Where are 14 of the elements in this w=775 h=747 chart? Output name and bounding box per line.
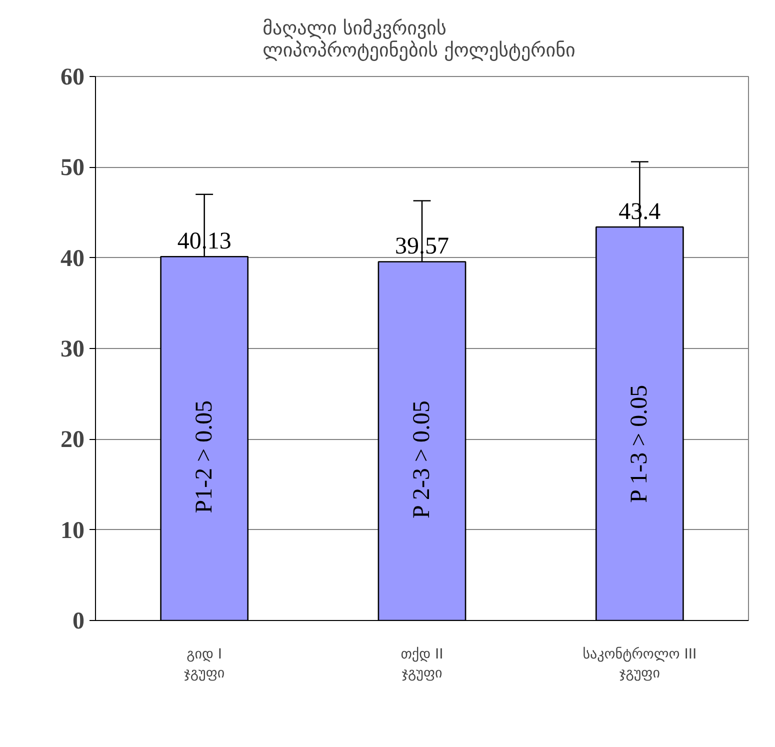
y-tick-label: 20 xyxy=(60,427,84,454)
annotation: P 1-3 > 0.05 xyxy=(626,384,653,503)
y-tick-label: 60 xyxy=(60,64,84,90)
x-tick-label: საკონტროლო III ჯგუფი xyxy=(582,646,697,682)
y-tick-label: 0 xyxy=(72,608,84,634)
annotation: P 2-3 > 0.05 xyxy=(409,400,435,518)
x-tick-label: გიდ I ჯგუფი xyxy=(184,646,225,682)
y-tick-label: 50 xyxy=(60,155,84,182)
chart-title: მაღალი სიმკვრივის ლიპოპროტეინების ქოლესტერინი xyxy=(262,18,576,62)
y-tick-label: 40 xyxy=(60,246,84,272)
y-tick-label: 30 xyxy=(60,336,84,362)
y-tick-label: 10 xyxy=(60,518,84,544)
x-tick-label: თქდ II ჯგუფი xyxy=(400,646,444,682)
annotation: P1-2 > 0.05 xyxy=(191,400,218,514)
